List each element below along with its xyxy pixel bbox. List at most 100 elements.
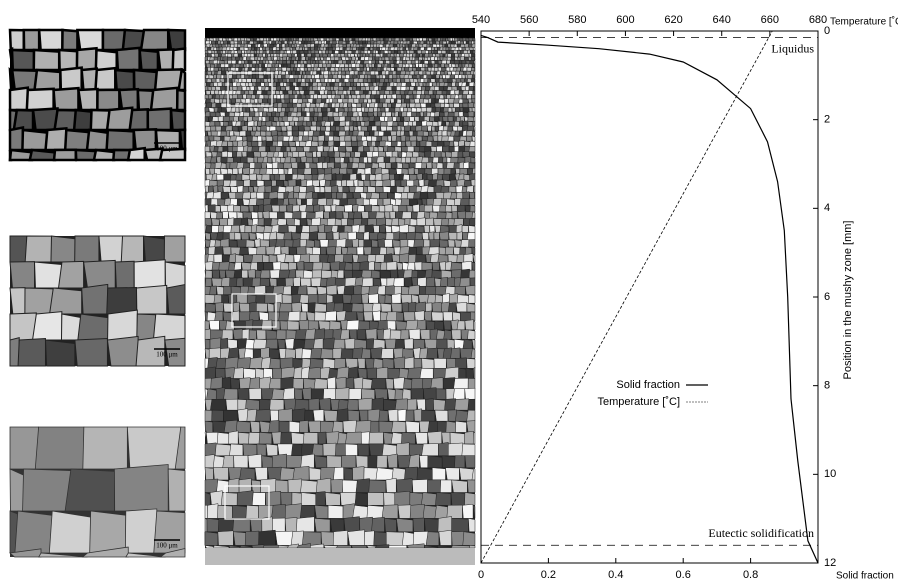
grain: [247, 38, 251, 41]
grain: [415, 233, 422, 240]
grain: [314, 117, 318, 122]
grain: [261, 90, 267, 94]
grain: [210, 399, 225, 410]
grain: [233, 532, 245, 546]
grain: [254, 57, 258, 61]
grain: [250, 38, 253, 41]
grain: [412, 64, 415, 68]
grain: [455, 286, 466, 294]
grain: [411, 44, 415, 47]
grain: [313, 131, 320, 136]
grain: [297, 112, 302, 117]
grain: [398, 121, 404, 126]
grain: [311, 53, 315, 57]
grain: [442, 146, 449, 152]
grain: [394, 67, 397, 71]
grain: [103, 30, 125, 50]
grain: [470, 173, 475, 180]
grain: [322, 162, 327, 168]
grain: [435, 410, 448, 421]
grain: [471, 157, 475, 163]
y-tick-label: 2: [824, 114, 830, 126]
grain: [258, 218, 264, 226]
grain: [462, 504, 473, 518]
grain: [469, 240, 475, 248]
grain: [466, 38, 469, 41]
grain: [457, 232, 462, 240]
grain: [354, 377, 363, 389]
grain: [363, 186, 368, 192]
grain: [307, 44, 310, 48]
grain: [339, 121, 345, 126]
grain: [433, 198, 442, 205]
grain: [436, 54, 440, 57]
grain: [435, 47, 438, 50]
grain: [443, 117, 448, 122]
grain: [467, 303, 475, 312]
grain: [292, 50, 296, 54]
grain: [427, 79, 430, 83]
grain: [241, 121, 245, 126]
scale-label: 100 μm: [156, 145, 178, 153]
grain: [278, 79, 283, 83]
grain: [10, 262, 35, 288]
grain: [420, 368, 433, 378]
grain: [215, 444, 231, 456]
grain: [247, 409, 257, 421]
grain: [422, 126, 428, 131]
grain: [287, 131, 292, 136]
grain: [392, 86, 397, 90]
grain: [244, 41, 247, 44]
grain: [259, 60, 263, 64]
grain: [309, 232, 318, 240]
grain: [414, 117, 419, 122]
grain: [472, 262, 475, 270]
grain: [417, 468, 432, 480]
grain: [374, 103, 378, 108]
grain: [386, 82, 390, 86]
grain: [416, 141, 420, 146]
grain: [446, 421, 456, 432]
grain: [356, 44, 359, 47]
grain: [295, 348, 302, 358]
grain: [463, 67, 467, 71]
grain: [460, 278, 470, 287]
grain: [217, 50, 220, 53]
grain: [95, 68, 115, 90]
grain: [397, 262, 403, 270]
grain: [354, 179, 358, 186]
grain: [468, 112, 474, 117]
grain: [414, 99, 419, 104]
grain: [459, 60, 462, 64]
grain: [226, 126, 233, 131]
grain: [260, 377, 271, 389]
grain: [97, 90, 119, 110]
grain: [344, 126, 349, 131]
grain: [437, 57, 440, 60]
grain: [257, 121, 261, 126]
grain: [276, 121, 280, 126]
grain: [262, 456, 273, 468]
grain: [301, 303, 308, 312]
grain: [421, 67, 425, 71]
grain: [278, 339, 285, 348]
grain: [207, 53, 211, 57]
grain: [426, 321, 435, 330]
grain: [288, 152, 293, 157]
grain: [363, 64, 366, 68]
grain: [369, 116, 375, 121]
grain: [467, 410, 475, 421]
grain: [277, 219, 286, 226]
grain: [468, 295, 475, 304]
grain: [328, 79, 331, 83]
grain: [256, 246, 265, 254]
grain: [216, 156, 221, 162]
grain: [422, 38, 426, 41]
grain: [230, 186, 237, 192]
grain: [300, 254, 310, 262]
grain: [378, 239, 385, 247]
grain: [327, 198, 334, 205]
grain: [320, 186, 325, 192]
grain: [315, 54, 319, 57]
grain: [405, 57, 409, 60]
